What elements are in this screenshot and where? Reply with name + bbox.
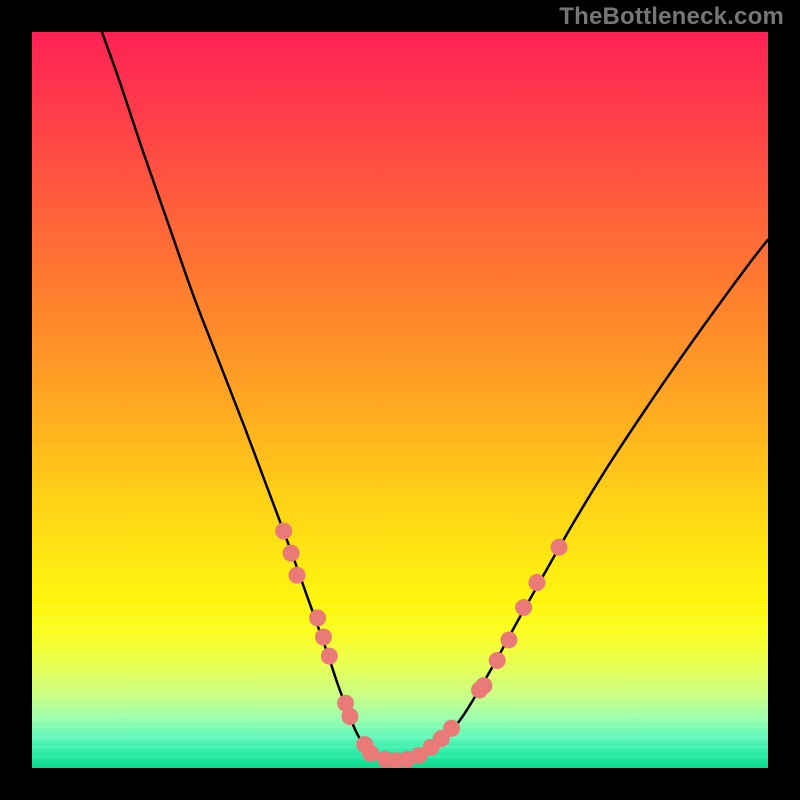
data-marker: [321, 648, 338, 665]
data-marker: [341, 708, 358, 725]
chart-container: TheBottleneck.com: [0, 0, 800, 800]
data-marker: [550, 539, 567, 556]
data-marker: [309, 609, 326, 626]
watermark-text: TheBottleneck.com: [559, 3, 784, 31]
data-marker: [275, 523, 292, 540]
data-marker: [288, 567, 305, 584]
data-marker: [283, 545, 300, 562]
data-marker: [475, 677, 492, 694]
curve-overlay: [0, 0, 800, 800]
data-marker: [315, 628, 332, 645]
data-marker: [443, 720, 460, 737]
data-marker: [515, 599, 532, 616]
data-marker: [500, 631, 517, 648]
data-marker: [528, 574, 545, 591]
v-curve: [102, 32, 768, 761]
data-marker: [489, 652, 506, 669]
data-marker: [362, 745, 379, 762]
